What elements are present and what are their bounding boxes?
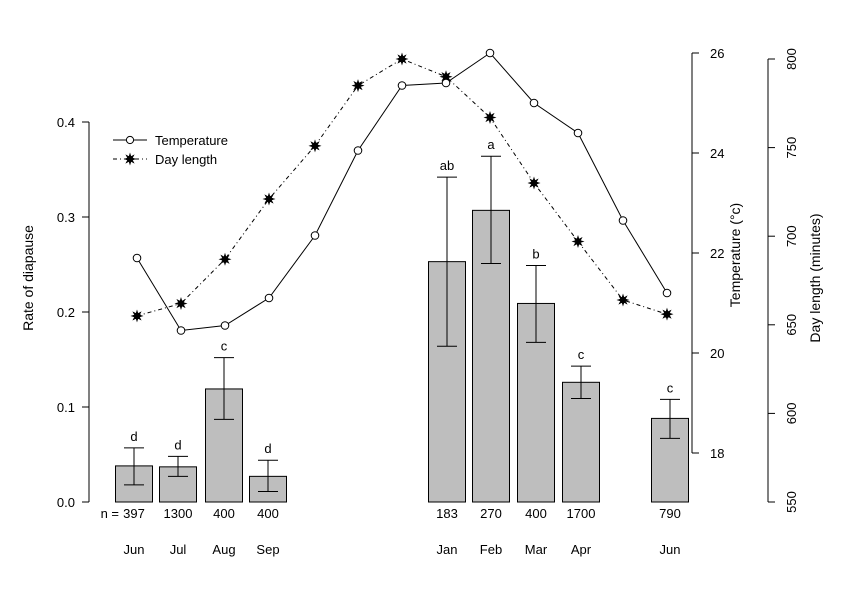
temperature-point [310,231,320,240]
day-length-point [262,192,276,206]
significance-letter: c [578,347,585,362]
star-marker [123,152,137,166]
temperature-axis-label: Temperature (°c) [727,203,743,307]
temperature-point [176,326,186,335]
month-label: Feb [480,542,502,557]
legend-temperature-marker [125,135,135,145]
temperature-point [529,98,539,108]
month-label: Mar [525,542,548,557]
month-label: Apr [571,542,592,557]
bar [562,381,600,503]
day-length-point [616,293,630,307]
month-label: Jul [170,542,187,557]
day-length-point [571,235,585,249]
legend-day-length-marker [123,152,137,166]
day-length-tick-label: 800 [784,48,799,70]
y-tick-label: 0.4 [57,115,75,130]
significance-letter: d [264,441,271,456]
temperature-point [132,253,142,263]
y-tick-label: 0.1 [57,400,75,415]
temperature-tick-label: 24 [710,146,724,161]
sample-size-label: 1700 [567,506,596,521]
day-length-tick-label: 650 [784,314,799,336]
significance-letter: c [221,339,228,354]
sample-size-label: 1300 [164,506,193,521]
temperature-point [353,146,363,155]
temperature-point [573,128,583,138]
temperature-point [264,293,274,303]
temperature-point [485,48,495,58]
day-length-point [483,110,497,124]
temperature-line [136,52,668,332]
day-length-point [218,252,232,266]
y-axis-label: Rate of diapause [20,225,36,331]
y-tick-label: 0.2 [57,305,75,320]
day-length-line [136,58,668,317]
legend-temperature-label: Temperature [155,133,228,148]
sample-size-label: 270 [480,506,502,521]
day-length-tick-label: 550 [784,491,799,513]
significance-letter: ab [440,158,454,173]
axes-group: 0.0 0.1 0.2 0.3 0.4 18 20 22 24 26 550 600 650 700 750… [57,46,799,513]
day-length-point [351,79,365,93]
bars-group: d 397 Jun d 1300 Jul c 400 Aug d 400 Sep ab 183 Jan a 27… [101,137,689,557]
month-label: Jun [124,542,145,557]
temperature-tick-label: 18 [710,446,724,461]
legend-day-length-label: Day length [155,152,217,167]
y-tick-label: 0.3 [57,210,75,225]
sample-size-label: 183 [436,506,458,521]
month-label: Jan [437,542,458,557]
day-length-tick-label: 600 [784,403,799,425]
significance-letter: b [532,246,539,261]
day-length-tick-label: 750 [784,137,799,159]
temperature-tick-label: 20 [710,346,724,361]
significance-letter: a [487,137,495,152]
temperature-point [397,81,407,90]
sample-size-label: 400 [257,506,279,521]
sample-size-prefix: n = [101,506,119,521]
sample-size-label: 790 [659,506,681,521]
day-length-point [130,309,144,323]
day-length-point [660,307,674,321]
day-length-axis-label: Day length (minutes) [807,213,823,342]
significance-letter: c [667,380,674,395]
sample-size-label: 400 [525,506,547,521]
temperature-tick-label: 22 [710,246,724,261]
y-tick-label: 0.0 [57,495,75,510]
day-length-point [527,176,541,190]
month-label: Aug [212,542,235,557]
day-length-point [174,297,188,311]
temperature-point [220,321,230,330]
significance-letter: d [174,437,181,452]
month-label: Jun [660,542,681,557]
lines-group [130,48,674,335]
day-length-tick-label: 700 [784,225,799,247]
day-length-point [308,139,322,153]
temperature-point [662,288,672,298]
temperature-tick-label: 26 [710,46,724,61]
temperature-point [441,78,451,88]
significance-letter: d [130,429,137,444]
temperature-point [618,216,628,225]
legend: Temperature Day length [113,133,228,167]
day-length-point [395,52,409,66]
sample-size-label: 397 [123,506,145,521]
sample-size-label: 400 [213,506,235,521]
month-label: Sep [256,542,279,557]
